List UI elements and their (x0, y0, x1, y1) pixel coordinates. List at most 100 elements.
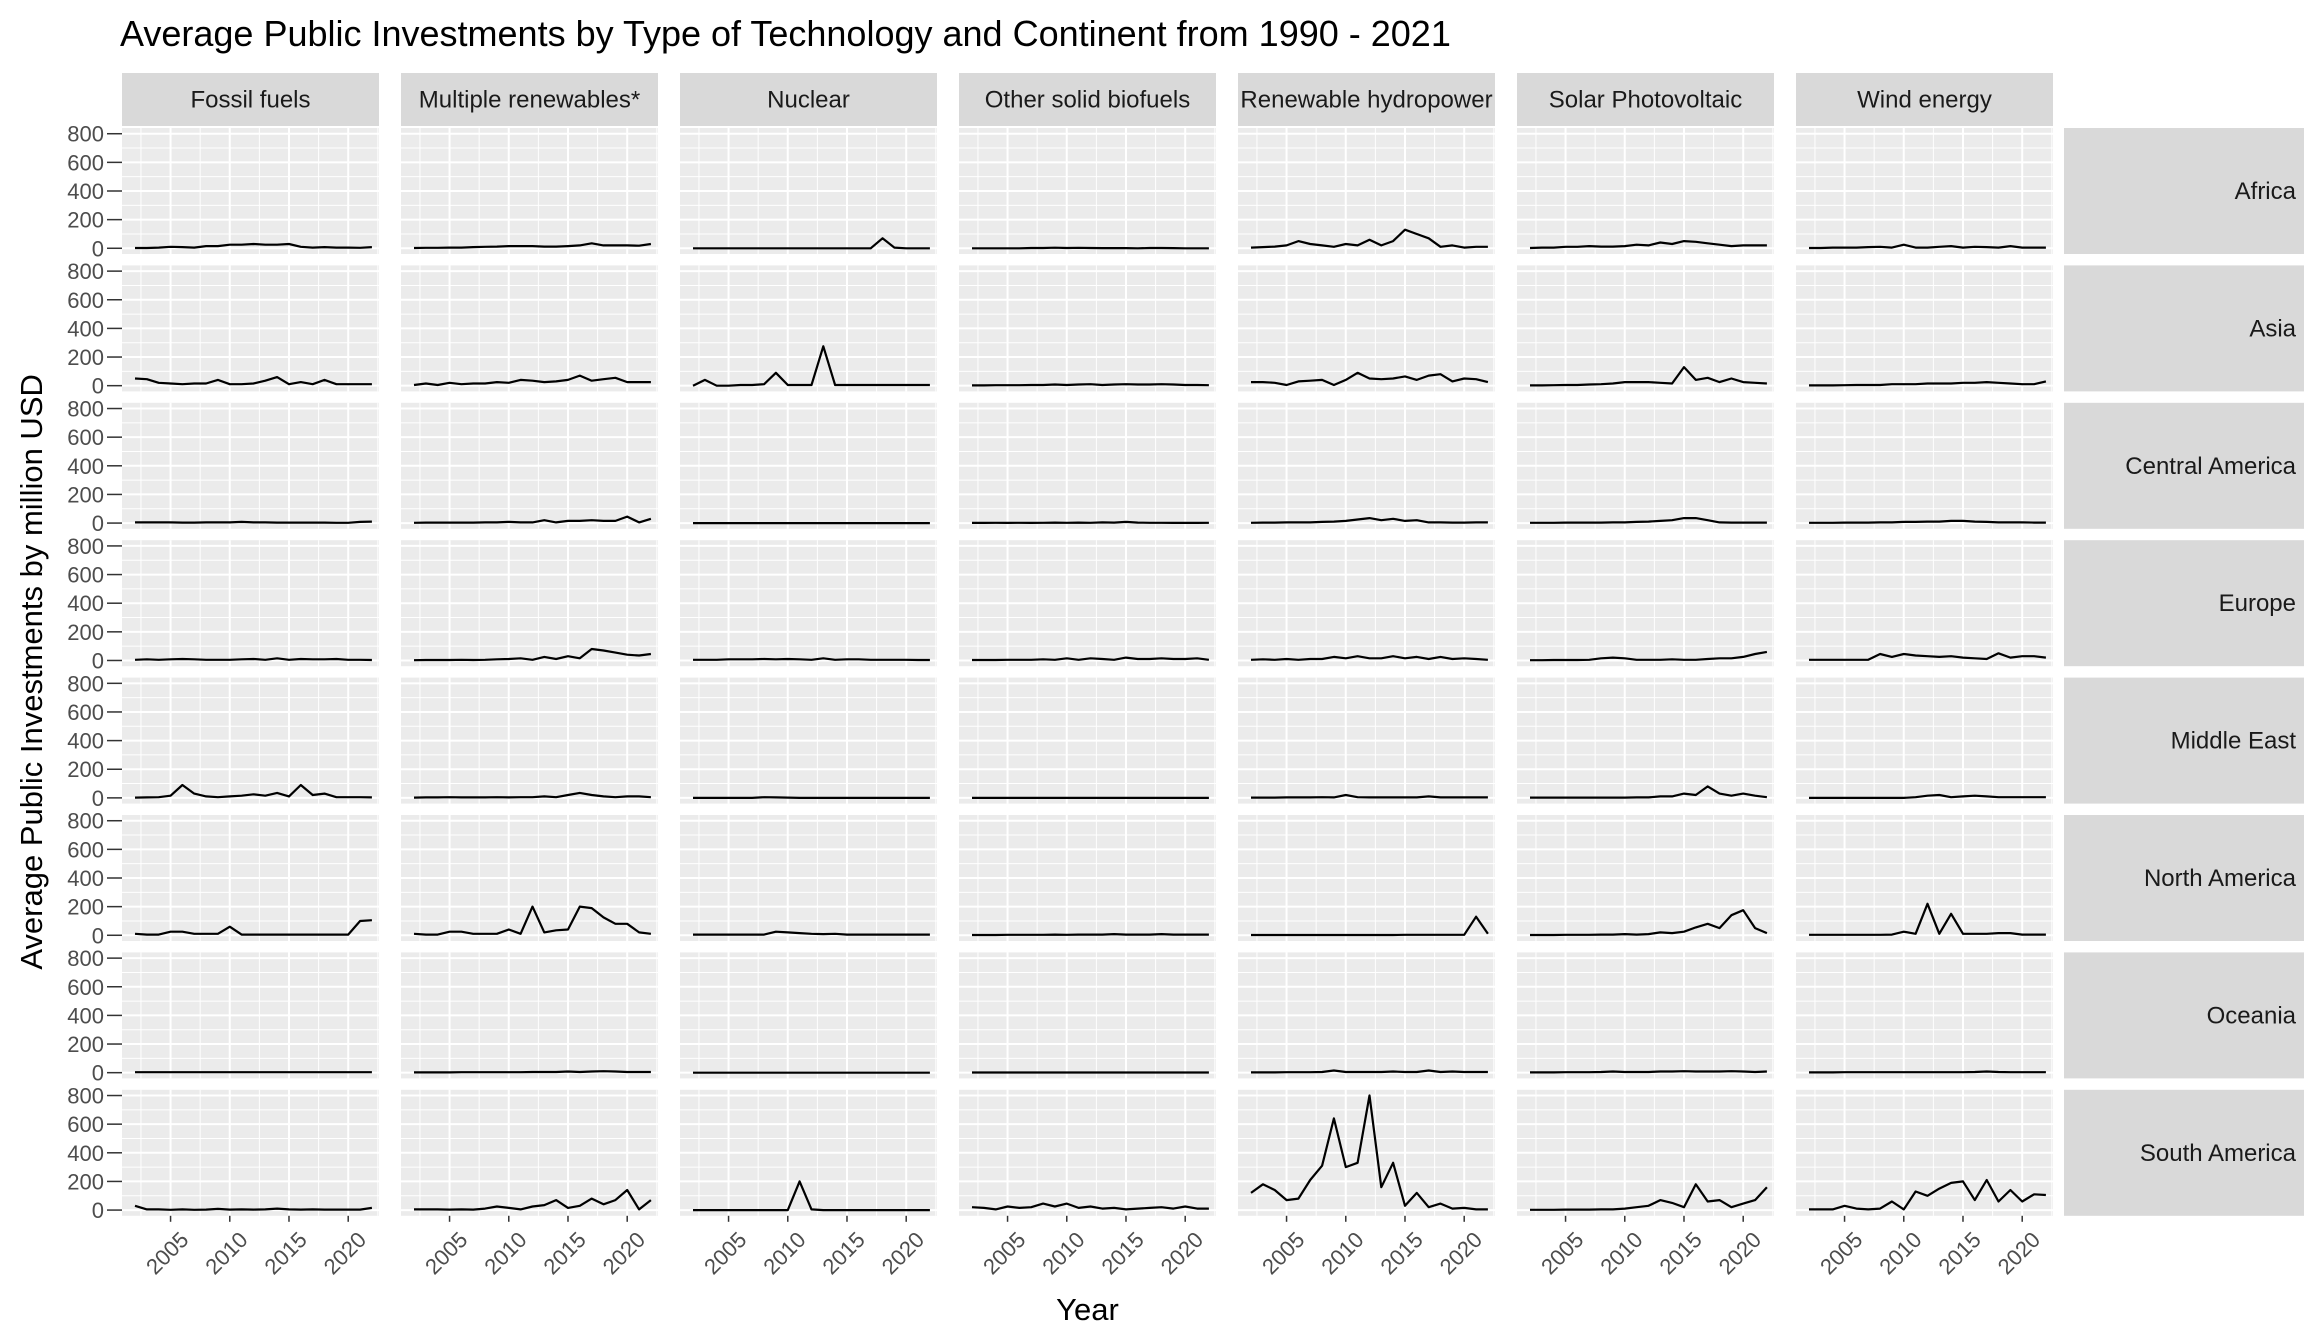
series-line (972, 520, 1209, 525)
series-line (135, 520, 372, 524)
series-line (1251, 371, 1489, 387)
series-line (1809, 793, 2046, 800)
series-line (1809, 243, 2046, 250)
series-line (134, 376, 372, 386)
series-line (134, 919, 372, 936)
series-line (693, 930, 930, 936)
column-strip (1796, 73, 2053, 126)
series-line (1251, 793, 1488, 799)
y-tick-label: 400 (67, 454, 104, 479)
y-tick-label: 400 (67, 1003, 104, 1028)
y-tick-label: 800 (67, 397, 104, 422)
x-tick-label: 2015 (1097, 1227, 1149, 1279)
x-tick-label: 2010 (200, 1227, 252, 1279)
y-tick-label: 200 (67, 345, 104, 370)
y-tick-label: 600 (67, 975, 104, 1000)
column-strip-label: Fossil fuels (190, 87, 310, 114)
chart-title: Average Public Investments by Type of Te… (120, 13, 1451, 54)
x-tick-label: 2015 (1655, 1227, 1707, 1279)
series-line (135, 242, 372, 250)
y-tick-label: 400 (67, 316, 104, 341)
row-strip (2064, 952, 2304, 1079)
column-strip (1238, 73, 1495, 126)
y-tick-label: 0 (92, 786, 104, 811)
series-line (972, 932, 1209, 937)
x-tick-label: 2010 (1595, 1227, 1647, 1279)
x-tick-label: 2005 (1536, 1227, 1588, 1279)
series-line (692, 345, 930, 387)
series-line (1250, 516, 1488, 524)
series-line (413, 374, 651, 387)
x-tick-label: 2020 (1714, 1227, 1766, 1279)
x-tick-label: 2020 (598, 1227, 650, 1279)
series-line (972, 246, 1209, 250)
row-strip (2064, 1089, 2304, 1216)
y-tick-label: 0 (92, 1061, 104, 1086)
y-tick-label: 0 (92, 648, 104, 673)
series-line (1530, 1183, 1768, 1211)
x-tick-label: 2015 (1934, 1227, 1986, 1279)
series-line (134, 657, 372, 662)
x-tick-label: 2010 (1316, 1227, 1368, 1279)
y-tick-label: 200 (67, 1169, 104, 1194)
series-line (693, 1180, 930, 1212)
x-axis-title: Year (1056, 1292, 1119, 1327)
column-strip (401, 73, 658, 126)
y-tick-label: 200 (67, 208, 104, 233)
column-strip-label: Wind energy (1857, 87, 1992, 114)
series-line (413, 515, 652, 524)
column-strip-label: Solar Photovoltaic (1549, 87, 1742, 114)
y-axis-title: Average Public Investments by million US… (14, 374, 49, 970)
y-tick-label: 600 (67, 563, 104, 588)
y-tick-label: 800 (67, 1084, 104, 1109)
x-tick-label: 2015 (539, 1227, 591, 1279)
row-strip (2064, 540, 2304, 667)
series-line (414, 1070, 651, 1074)
series-line (134, 1204, 373, 1211)
row-strip (2064, 128, 2304, 254)
y-tick-label: 200 (67, 895, 104, 920)
y-tick-label: 400 (67, 729, 104, 754)
y-tick-label: 400 (67, 1141, 104, 1166)
row-strip-label: South America (2140, 1140, 2297, 1167)
column-strip-label: Multiple renewables* (419, 87, 640, 114)
y-tick-label: 400 (67, 591, 104, 616)
series-line (1809, 652, 2047, 661)
y-tick-label: 0 (92, 923, 104, 948)
y-tick-label: 200 (67, 1032, 104, 1057)
y-tick-label: 200 (67, 757, 104, 782)
series-line (1530, 366, 1767, 387)
x-tick-label: 2005 (420, 1227, 472, 1279)
series-line (693, 657, 930, 662)
y-tick-label: 400 (67, 179, 104, 204)
x-tick-label: 2010 (1874, 1227, 1926, 1279)
row-strip-label: Africa (2235, 178, 2297, 205)
x-tick-label: 2020 (1993, 1227, 2045, 1279)
y-tick-label: 0 (92, 511, 104, 536)
y-tick-label: 600 (67, 837, 104, 862)
series-line (1809, 380, 2047, 387)
y-tick-label: 600 (67, 288, 104, 313)
x-tick-label: 2010 (1037, 1227, 1089, 1279)
column-strip-label: Nuclear (767, 87, 850, 114)
y-tick-label: 600 (67, 425, 104, 450)
y-tick-label: 0 (92, 1198, 104, 1223)
row-strip-label: Asia (2249, 315, 2296, 342)
series-line (1809, 519, 2046, 524)
x-tick-label: 2020 (877, 1227, 929, 1279)
row-strip (2064, 265, 2304, 392)
row-strip (2064, 402, 2304, 529)
y-tick-label: 800 (67, 946, 104, 971)
y-tick-label: 600 (67, 700, 104, 725)
x-tick-label: 2020 (319, 1227, 371, 1279)
series-line (1530, 516, 1767, 524)
x-tick-label: 2005 (141, 1227, 193, 1279)
y-tick-label: 0 (92, 374, 104, 399)
series-line (1530, 1070, 1767, 1074)
series-line (1529, 240, 1767, 250)
x-tick-label: 2010 (479, 1227, 531, 1279)
row-strip-label: Middle East (2171, 728, 2297, 755)
y-tick-label: 400 (67, 866, 104, 891)
series-line (1530, 785, 1768, 799)
y-tick-label: 600 (67, 1112, 104, 1137)
